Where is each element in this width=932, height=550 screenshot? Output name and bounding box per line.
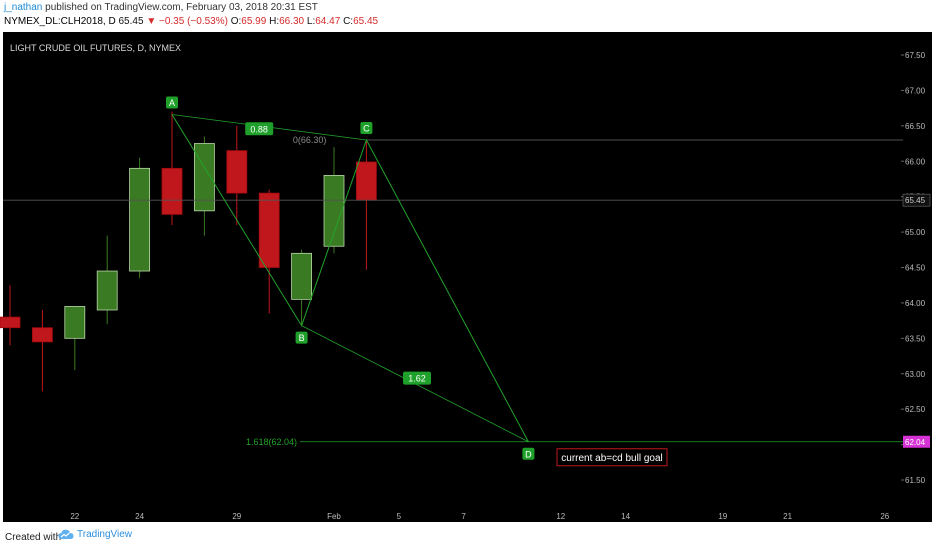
footer: Created with TradingView bbox=[0, 522, 932, 550]
published-text: published on TradingView.com, February 0… bbox=[45, 2, 318, 13]
publish-info: j_nathan published on TradingView.com, F… bbox=[4, 2, 318, 13]
chart-title: LIGHT CRUDE OIL FUTURES, D, NYMEX bbox=[10, 43, 182, 53]
tradingview-brand-label: TradingView bbox=[77, 529, 133, 540]
symbol-name: NYMEX_DL:CLH2018, D bbox=[4, 16, 116, 27]
triangle-down-icon: ▼ bbox=[146, 16, 157, 27]
open-label: O: bbox=[230, 16, 242, 27]
author-link[interactable]: j_nathan bbox=[4, 2, 43, 13]
publish-header: j_nathan published on TradingView.com, F… bbox=[0, 0, 932, 32]
low-value: 64.47 bbox=[315, 16, 341, 27]
close-value: 65.45 bbox=[353, 16, 379, 27]
price-change: −0.35 (−0.53%) bbox=[159, 16, 228, 27]
tradingview-brand[interactable]: TradingView bbox=[58, 529, 132, 540]
high-value: 66.30 bbox=[279, 16, 305, 27]
close-label: C: bbox=[343, 16, 354, 27]
tradingview-cloud-icon bbox=[58, 529, 74, 539]
low-label: L: bbox=[306, 16, 316, 27]
last-price: 65.45 bbox=[118, 16, 144, 27]
open-value: 65.99 bbox=[241, 16, 267, 27]
time-axis[interactable] bbox=[3, 510, 903, 522]
high-label: H: bbox=[269, 16, 280, 27]
price-axis[interactable] bbox=[903, 32, 932, 522]
created-with-text: Created with bbox=[5, 532, 62, 543]
chart-area[interactable] bbox=[3, 32, 903, 522]
symbol-legend: NYMEX_DL:CLH2018, D 65.45 ▼ −0.35 (−0.53… bbox=[4, 16, 378, 27]
